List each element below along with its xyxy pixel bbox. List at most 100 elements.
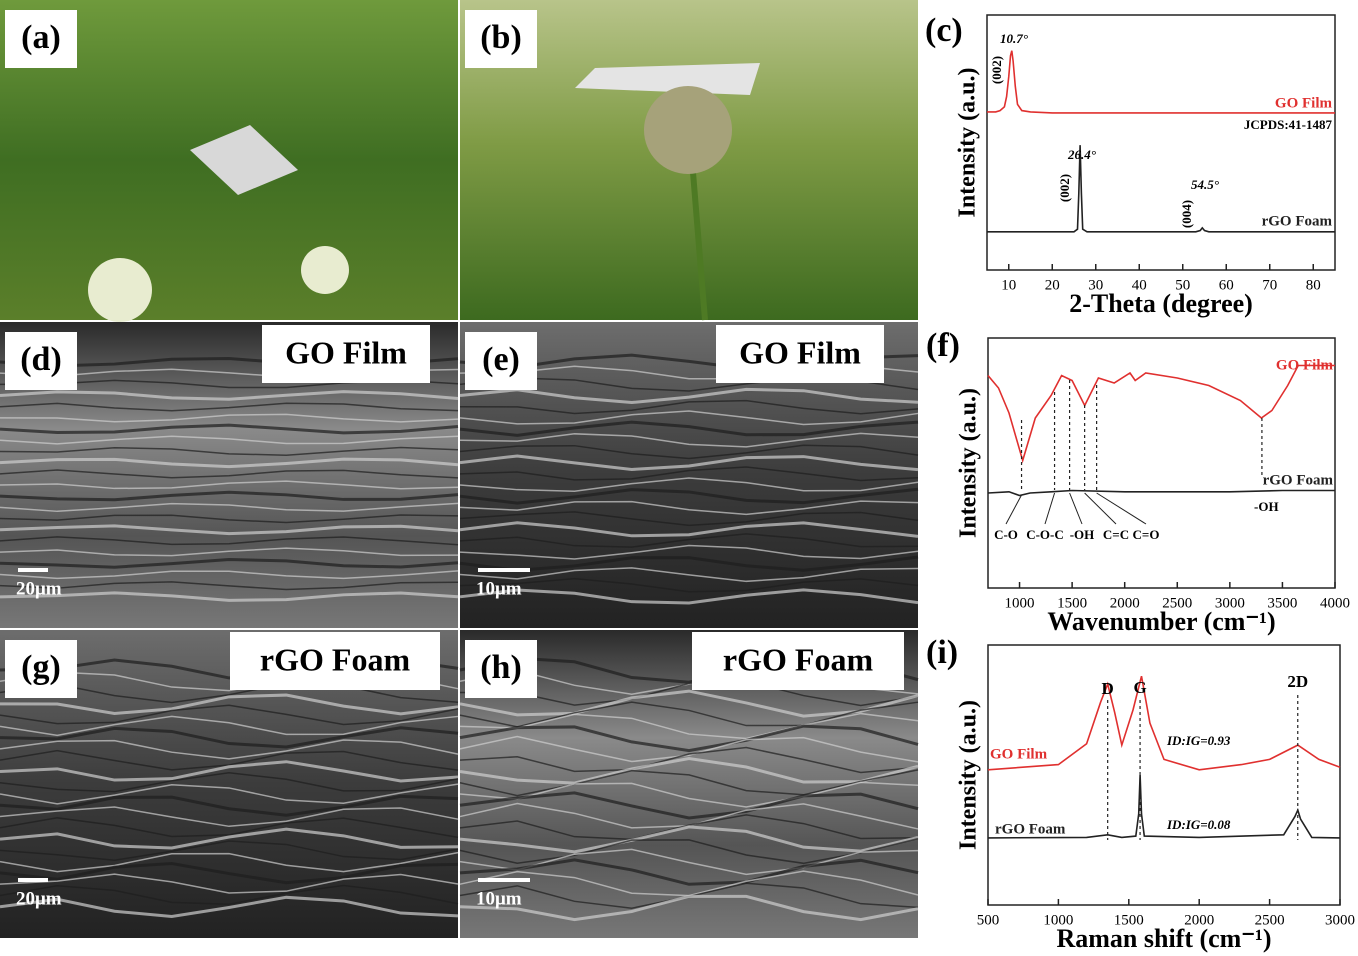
label-box — [465, 640, 537, 698]
sem-layer — [459, 410, 919, 426]
sem-layer — [0, 402, 459, 412]
caption: rGO Foam — [260, 641, 411, 677]
sem-layer — [459, 894, 919, 922]
scale-label: 20μm — [16, 888, 62, 909]
annotation: C=O — [1133, 527, 1160, 542]
sem-layer — [0, 749, 459, 771]
paper — [190, 125, 298, 195]
sem-layer — [459, 555, 919, 572]
annotation: G — [1133, 678, 1146, 697]
sem-layer — [459, 712, 919, 740]
sem-layer — [0, 693, 459, 716]
x-tick-label: 1000 — [1043, 912, 1073, 928]
panel-label: (h) — [480, 649, 522, 686]
x-tick-label: 1500 — [1057, 595, 1087, 611]
label-box — [5, 640, 77, 698]
connector — [1069, 492, 1083, 525]
sem-layer — [0, 423, 459, 435]
series-line — [987, 145, 1335, 233]
sem-layer — [459, 521, 919, 538]
connector — [1044, 492, 1056, 525]
series-line — [987, 774, 1341, 839]
flower — [644, 86, 732, 174]
sem-layer — [459, 588, 919, 605]
connector — [1084, 492, 1117, 525]
x-tick-label: 50 — [1175, 277, 1190, 293]
annotation: (002) — [1057, 174, 1072, 202]
x-tick-label: 2000 — [1110, 595, 1140, 611]
sem-layer — [459, 825, 919, 854]
y-axis-label: Intensity (a.u.) — [956, 700, 982, 850]
annotation: C-O — [994, 527, 1018, 542]
sem-layer — [0, 873, 459, 894]
caption: GO Film — [285, 334, 407, 370]
sem-layer — [459, 500, 919, 516]
label-box — [5, 10, 77, 68]
sem-layer — [459, 544, 919, 560]
sem-layer — [459, 444, 919, 460]
plot-frame — [987, 644, 1341, 906]
x-tick-label: 30 — [1088, 277, 1103, 293]
x-tick-label: 3000 — [1325, 912, 1355, 928]
sem-layer — [0, 570, 459, 580]
panel-label: (b) — [480, 19, 522, 56]
sem-layer — [459, 858, 919, 886]
caption: rGO Foam — [723, 641, 874, 677]
x-tick-label: 3000 — [1215, 595, 1245, 611]
panel-label: (c) — [925, 12, 963, 49]
caption-box — [716, 325, 884, 383]
x-tick-label: 40 — [1132, 277, 1147, 293]
sem-layer — [0, 895, 459, 919]
annotation: C-O-C — [1026, 527, 1064, 542]
photo-grid — [0, 0, 919, 938]
panel-label: (g) — [21, 649, 61, 686]
sem-layer — [459, 724, 919, 753]
sem-layer — [0, 704, 459, 726]
sem-layer — [0, 861, 459, 885]
annotation: 26.4° — [1067, 147, 1097, 162]
sem-layer — [459, 577, 919, 593]
x-tick-label: 2500 — [1162, 595, 1192, 611]
series-line — [987, 676, 1341, 771]
x-axis-label: Raman shift (cm⁻¹) — [1056, 924, 1271, 953]
connector — [1005, 494, 1022, 525]
plot-frame — [987, 337, 1336, 589]
sem-layer — [459, 781, 919, 808]
legend-label: GO Film — [990, 746, 1048, 762]
sem-layer — [0, 726, 459, 749]
sem-layer — [0, 772, 459, 793]
plot-frame — [986, 14, 1336, 271]
flower — [301, 246, 349, 294]
sem-layer — [459, 735, 919, 763]
series-line — [987, 364, 1335, 464]
panel-label: (d) — [20, 341, 62, 378]
sem-layer — [459, 567, 919, 583]
sem-layer — [459, 701, 919, 728]
legend-label: GO Film — [1276, 357, 1334, 373]
sem-layer — [459, 533, 919, 548]
sem-layer — [459, 791, 919, 820]
sem-layer — [459, 420, 919, 437]
sem-layer — [0, 817, 459, 839]
x-tick-label: 1500 — [1114, 912, 1144, 928]
sem-layer — [0, 783, 459, 805]
x-tick-label: 60 — [1219, 277, 1234, 293]
annotation: D — [1102, 679, 1114, 698]
legend-label: rGO Foam — [1263, 472, 1334, 488]
annotation: 2D — [1287, 672, 1308, 691]
charts: 10 20 30 40 50 60 70 80 2-Theta (degree) Intensit… — [925, 12, 1355, 953]
sem-layer — [459, 432, 919, 448]
sem-layer — [459, 399, 919, 415]
sem-layer — [459, 689, 919, 718]
sem-layer — [0, 435, 459, 445]
legend-label: GO Film — [1275, 95, 1333, 111]
x-tick-label: 1000 — [1005, 595, 1035, 611]
sem-layer — [0, 457, 459, 469]
connector — [1096, 492, 1147, 525]
series-line — [987, 50, 1335, 114]
sem-layer — [0, 547, 459, 557]
x-tick-label: 70 — [1262, 277, 1277, 293]
flower — [88, 258, 152, 322]
annotation: (002) — [989, 56, 1004, 84]
label-box — [5, 332, 77, 390]
